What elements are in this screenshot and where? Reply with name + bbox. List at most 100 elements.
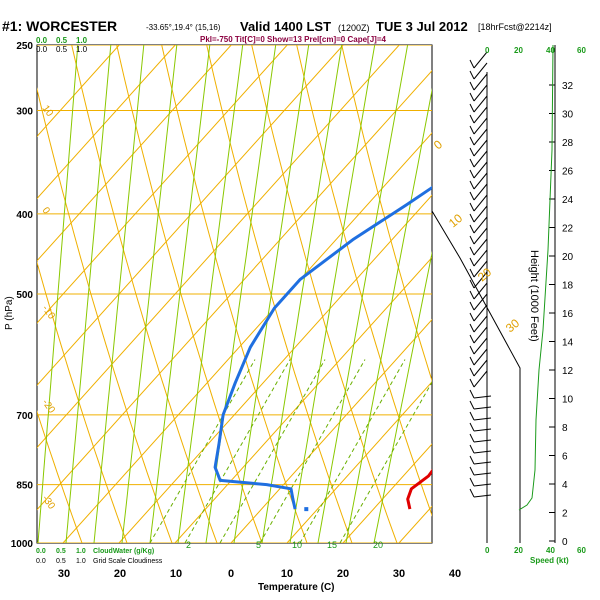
chart-indices: Pkl=-750 Tit[C]=0 Show=13 Prel[cm]=0 Cap… (200, 35, 386, 44)
dry-adiabat-line (296, 45, 432, 517)
height-tick-label: 4 (562, 480, 568, 491)
pressure-tick-label: 300 (16, 106, 33, 117)
wind-barb-flag (473, 117, 488, 135)
wind-barb-flag (473, 483, 492, 487)
chart-title-forecast: [18hrFcst@2214z] (478, 22, 552, 32)
wind-barb (469, 202, 475, 212)
dry-adiabat-line (71, 45, 218, 543)
wind-barb-flag (473, 84, 488, 102)
moist-adiabat-line (93, 45, 145, 543)
pressure-tick-label: 1000 (11, 539, 34, 550)
wind-barb-flag (473, 161, 488, 179)
cloud-bottom-green-0: 0.0 (36, 548, 46, 555)
height-tick-label: 28 (562, 138, 574, 149)
theta-label: 10 (40, 103, 56, 119)
dry-adiabat-line (37, 87, 173, 543)
wind-barb (469, 323, 475, 333)
wind-barb (469, 147, 475, 157)
theta-label: -20 (40, 397, 58, 416)
chart-title-station: #1: WORCESTER (2, 18, 117, 34)
wind-barb-flag (473, 304, 488, 322)
pressure-tick-label: 500 (16, 290, 33, 301)
boundary-line (431, 210, 521, 543)
wind-barb (469, 114, 475, 124)
wind-barb-flag (473, 450, 492, 454)
wind-barb-flag (473, 472, 492, 476)
wind-barb-flag (473, 139, 488, 157)
wind-barb-flag (473, 238, 488, 256)
moist-adiabat-line (65, 45, 112, 543)
wind-barb-flag (473, 95, 488, 113)
wind-barb (469, 180, 475, 190)
chart-title-utc: (1200Z) (338, 23, 370, 33)
wind-barb-flag (473, 194, 488, 212)
wind-barb-flag (473, 51, 488, 69)
wind-barb (469, 466, 475, 476)
dry-adiabat-line (37, 260, 128, 543)
wind-barb-flag (473, 439, 492, 443)
y-axis-label: P (hPa) (4, 296, 15, 330)
pressure-tick-label: 700 (16, 411, 33, 422)
dewpoint-profile-line (213, 185, 432, 510)
wind-barb (469, 246, 475, 256)
wind-barb-flag (473, 417, 492, 421)
wind-barb (469, 356, 475, 366)
wind-barb-flag (473, 326, 488, 344)
wind-barb (469, 70, 475, 80)
cloud-bottom-black-2: 1.0 (76, 558, 86, 565)
wind-barb-flag (473, 337, 488, 355)
height-tick-label: 30 (562, 110, 574, 121)
wind-barb (469, 411, 475, 421)
wind-barb (469, 268, 475, 278)
height-tick-label: 8 (562, 423, 568, 434)
isotherm-label: 10 (446, 211, 465, 231)
temperature-tick-label: 30 (393, 568, 405, 580)
wind-barb (469, 169, 475, 179)
moist-adiabat-line (289, 45, 376, 543)
wind-speed-profile (518, 44, 554, 511)
wind-barb-flag (473, 150, 488, 168)
dry-adiabat-line (206, 45, 353, 543)
mixing-ratio-line (219, 359, 326, 543)
cloud-top-black-0: 0.0 (36, 45, 48, 54)
chart-title-valid: Valid 1400 LST (240, 19, 331, 34)
pressure-tick-label: 250 (16, 41, 33, 52)
wind-barb-flag (473, 183, 488, 201)
moist-adiabat-line (233, 45, 310, 543)
height-tick-label: 16 (562, 309, 574, 320)
surface-dewpoint-marker (304, 507, 309, 512)
wind-barb (469, 257, 475, 267)
wind-barb (469, 301, 475, 311)
moist-adiabat-line (205, 45, 277, 543)
chart-title-date: TUE 3 Jul 2012 (376, 19, 468, 34)
wind-barb-flag (473, 106, 488, 124)
wind-barb (469, 367, 475, 377)
wind-barb-flag (473, 348, 488, 366)
theta-label: 0 (40, 205, 52, 216)
isotherm-label: 30 (503, 316, 522, 336)
mixing-ratio-line (184, 359, 291, 543)
moist-adiabat-line (37, 45, 79, 543)
height-tick-label: 32 (562, 81, 574, 92)
wind-barb-flag (473, 494, 492, 498)
temperature-tick-label: 0 (228, 568, 234, 580)
height-tick-label: 18 (562, 281, 574, 292)
wind-barb-flag (473, 282, 488, 300)
wind-barb-flag (473, 461, 492, 465)
height-tick-label: 12 (562, 366, 574, 377)
height-tick-label: 22 (562, 224, 574, 235)
wind-barb (469, 433, 475, 443)
wind-barb (469, 136, 475, 146)
isotherm-line (37, 45, 232, 262)
wind-bottom-0: 0 (485, 546, 490, 555)
temperature-profile-line (406, 468, 432, 510)
mixing-ratio-line (299, 359, 406, 543)
mixing-ratio-line (149, 359, 256, 543)
wind-bottom-40: 40 (546, 546, 555, 555)
temperature-tick-label: 40 (449, 568, 461, 580)
wind-barb-flag (473, 62, 488, 80)
wind-speed-label: Speed (kt) (530, 556, 569, 565)
moist-adiabat-line (317, 45, 409, 543)
moist-adiabat-line (261, 45, 343, 543)
isotherm-line (118, 194, 432, 543)
